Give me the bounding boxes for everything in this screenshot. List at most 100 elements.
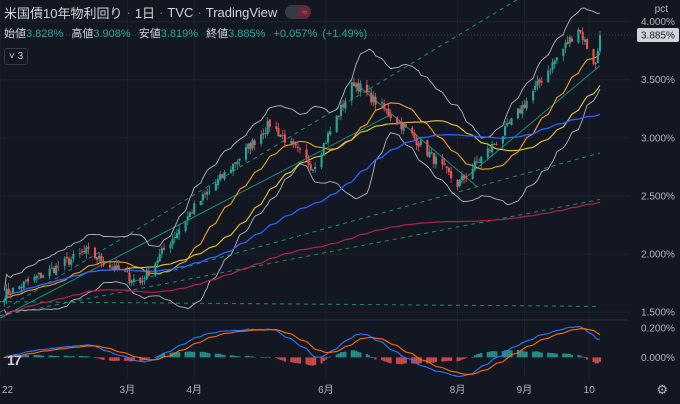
macd-histogram-bar	[314, 357, 317, 366]
macd-histogram-bar	[404, 357, 407, 364]
ma-fast-line	[3, 53, 601, 303]
candle-body	[109, 264, 112, 268]
macd-histogram-bar	[279, 357, 282, 360]
macd-histogram-bar	[536, 351, 539, 358]
macd-histogram-bar	[113, 357, 116, 362]
symbol-name[interactable]: 米国債10年物利回り	[4, 5, 123, 21]
macd-histogram-bar	[80, 356, 84, 358]
candle-body	[380, 102, 384, 104]
indicator-count: 3	[17, 51, 24, 62]
candle-body	[201, 194, 204, 201]
macd-histogram-bar	[581, 356, 584, 358]
macd-histogram-bar	[553, 353, 556, 358]
macd-histogram-bar	[359, 352, 362, 358]
candle-body	[534, 85, 537, 90]
gear-icon[interactable]: ⚙	[656, 382, 668, 397]
macd-histogram-bar	[566, 353, 569, 358]
candle-body	[430, 152, 433, 154]
macd-histogram-bar	[244, 356, 248, 358]
candle-body	[50, 267, 53, 269]
macd-histogram-bar	[162, 353, 166, 358]
macd-histogram-bar	[447, 357, 450, 361]
macd-histogram-bar	[188, 351, 191, 358]
candle-body	[521, 105, 524, 114]
macd-tick-label: 0.000%	[641, 353, 675, 364]
macd-histogram-bar	[577, 354, 580, 358]
candle-body	[223, 171, 226, 180]
candle-body	[102, 262, 105, 266]
macd-histogram-bar	[337, 353, 340, 358]
candle-body	[249, 142, 252, 150]
macd-histogram-bar	[277, 357, 280, 360]
status-pill[interactable]: ≈	[285, 5, 312, 19]
candle-body	[441, 158, 444, 165]
macd-histogram-bar	[128, 357, 131, 362]
macd-histogram-bar	[98, 357, 101, 359]
macd-histogram-bar	[368, 355, 371, 358]
candle-body	[42, 275, 45, 278]
macd-histogram-bar	[521, 350, 524, 358]
trendline-upper	[0, 0, 518, 313]
candle-body	[523, 104, 526, 108]
candle-body	[156, 260, 159, 263]
candle-body	[115, 264, 118, 270]
candle-body	[495, 144, 498, 146]
macd-histogram-bar	[35, 354, 38, 358]
macd-histogram-bar	[236, 356, 239, 358]
candle-body	[320, 154, 323, 168]
interval-label[interactable]: 1日	[134, 5, 156, 21]
candle-body	[324, 142, 327, 144]
macd-histogram-bar	[486, 351, 489, 358]
macd-histogram-bar	[93, 357, 97, 358]
macd-histogram-bar	[247, 355, 250, 358]
candle-body	[553, 60, 556, 65]
price-axis[interactable]: 4.000% 3.500% 3.000% 2.500% 2.000% 1.500% 0.20…	[0, 17, 679, 364]
macd-histogram-bar	[434, 357, 438, 362]
candle-body	[327, 133, 330, 143]
candle-body	[87, 246, 90, 249]
time-tick-label: 8月	[450, 384, 466, 396]
candle-body	[339, 104, 343, 116]
candle-body	[290, 140, 293, 144]
candle-body	[486, 148, 489, 158]
source-label: TVC	[167, 4, 194, 20]
candle-body	[460, 175, 463, 180]
macd-histogram-bar	[102, 357, 105, 361]
candle-body	[236, 161, 239, 165]
candle-body	[465, 176, 468, 178]
candle-body	[27, 278, 30, 282]
macd-histogram-bar	[465, 357, 468, 359]
candle-body	[335, 115, 338, 132]
indicator-toggle-button[interactable]: ˅ 3	[4, 48, 29, 65]
axis-unit-label[interactable]: pct	[654, 4, 668, 15]
macd-histogram-bar	[495, 351, 498, 358]
current-price-badge	[637, 27, 679, 42]
macd-histogram-bar	[50, 355, 53, 358]
candle-body	[147, 271, 150, 276]
candle-body	[277, 127, 280, 137]
macd-histogram-bar	[547, 352, 550, 358]
time-axis[interactable]: 22 3月 4月 6月 8月 9月 10	[2, 384, 595, 396]
candle-body	[413, 132, 416, 138]
candle-body	[350, 82, 353, 100]
macd-histogram-bar	[355, 350, 358, 358]
candle-body	[18, 286, 21, 290]
candle-body	[404, 124, 407, 127]
close-value: 3.885%	[228, 28, 266, 40]
macd-histogram-bar	[596, 357, 599, 364]
candle-body	[322, 143, 325, 156]
open-label: 始値	[4, 28, 26, 40]
macd-histogram-bar	[309, 357, 312, 366]
macd-histogram-bar	[344, 351, 347, 358]
candle-body	[411, 127, 414, 134]
candle-body	[184, 221, 187, 232]
high-label: 高値	[71, 28, 94, 40]
macd-histogram-bar	[55, 355, 58, 358]
candle-body	[3, 299, 6, 303]
candle-body	[232, 163, 235, 172]
macd-histogram-bar	[460, 357, 463, 360]
candle-body	[63, 258, 66, 266]
trendline-solid	[0, 114, 391, 319]
candle-body	[383, 103, 386, 109]
